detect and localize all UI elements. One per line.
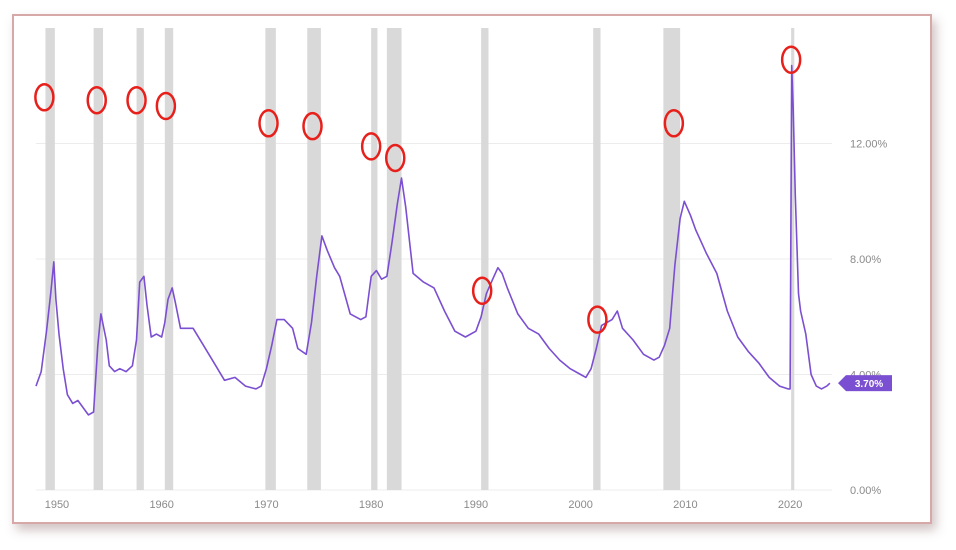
x-tick-label: 1990 xyxy=(464,499,488,511)
last-value-pointer xyxy=(838,375,846,392)
red-circle-marker xyxy=(155,91,177,121)
recession-band xyxy=(45,28,55,490)
x-tick-label: 1960 xyxy=(149,499,173,511)
red-circle-marker xyxy=(384,143,406,173)
recession-band xyxy=(791,28,795,490)
x-tick-label: 2000 xyxy=(568,499,592,511)
x-tick-label: 1980 xyxy=(359,499,383,511)
x-tick-label: 1950 xyxy=(45,499,69,511)
recession-band xyxy=(164,28,174,490)
y-tick-label: 12.00% xyxy=(850,139,888,151)
y-tick-label: 0.00% xyxy=(850,485,881,497)
red-circle-marker xyxy=(258,109,279,138)
last-value-badge-group: 3.70% xyxy=(838,375,892,392)
red-circle-marker xyxy=(360,132,382,161)
recession-band xyxy=(93,28,104,490)
last-value-label: 3.70% xyxy=(855,379,883,390)
recession-bands xyxy=(45,28,795,490)
recession-band xyxy=(265,28,276,490)
x-tick-label: 2020 xyxy=(778,499,802,511)
red-circle-marker xyxy=(34,83,55,112)
x-tick-label: 2010 xyxy=(673,499,697,511)
marker-layer xyxy=(34,45,802,334)
red-circle-marker xyxy=(587,305,608,334)
recession-band xyxy=(481,28,489,490)
y-tick-label: 8.00% xyxy=(850,254,881,266)
recession-band xyxy=(386,28,402,490)
red-circle-marker xyxy=(471,276,493,306)
red-circle-marker xyxy=(780,45,802,75)
recession-band xyxy=(307,28,321,490)
last-value-badge xyxy=(846,375,892,392)
recession-band xyxy=(371,28,378,490)
red-circle-marker xyxy=(302,111,323,141)
red-circle-marker xyxy=(86,85,107,115)
grid-layer xyxy=(36,143,832,491)
red-circle-marker xyxy=(126,85,147,115)
unemployment-line xyxy=(35,64,831,416)
recession-band xyxy=(136,28,144,490)
x-tick-label: 1970 xyxy=(254,499,278,511)
series-layer xyxy=(35,64,831,416)
y-axis-ticks: 0.00%4.00%8.00%12.00% xyxy=(850,139,888,498)
recession-band xyxy=(593,28,601,490)
recession-band xyxy=(663,28,681,490)
x-axis-ticks: 1950 1960 1970 1980 1990 2000 2010 2020 xyxy=(45,499,803,511)
red-circle-marker xyxy=(663,109,685,138)
